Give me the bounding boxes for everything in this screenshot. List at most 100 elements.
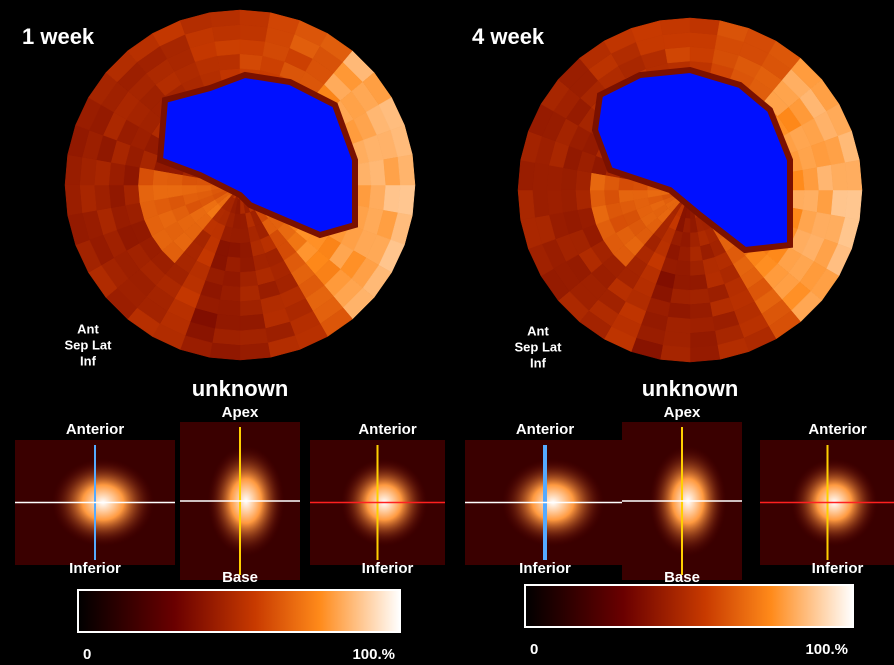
polar-segment [210,343,240,360]
slice-label: Apex [664,404,701,421]
polar-segment [153,185,169,200]
polar-segment [690,345,720,362]
polar-segment [109,185,125,208]
colorbar-max: 100.% [352,646,395,663]
polar-segment [240,271,258,287]
polar-segment [398,185,415,215]
colorbar [78,590,400,632]
orientation-label: Sep Lat [65,337,113,352]
polar-segment [604,190,619,205]
polar-segment [215,314,240,331]
slice-label: Inferior [362,560,414,577]
slice-label: Anterior [358,421,417,438]
polar-segment [212,329,240,346]
orientation-label: Ant [77,321,99,336]
polar-segment [668,303,690,319]
polar-segment [80,185,97,213]
polar-segment [618,190,633,202]
colorbar-min: 0 [83,646,91,663]
polar-segment [167,185,182,198]
polar-segment [123,165,139,185]
polar-segment [690,317,715,333]
polar-segment [240,257,255,273]
polar-segment [240,300,263,316]
polar-segment [217,300,240,316]
polar-segment [123,185,139,205]
polar-segment [690,303,712,319]
slice-label: Anterior [516,421,575,438]
polar-segment [369,160,386,185]
slice-label: Base [664,569,700,586]
polar-segment [94,160,111,185]
polar-segment [690,32,717,49]
page: 1 weekAntSep LatInfunknownAnteriorInferi… [0,0,894,665]
polar-segment [210,10,240,27]
polar-segment [217,54,240,70]
polar-segment [690,246,702,261]
polar-segment [215,39,240,56]
polar-segment [817,190,833,215]
slice-label: Inferior [812,560,864,577]
polar-segment [384,157,401,185]
polar-segment [109,162,125,185]
polar-segment [240,54,263,70]
polar-segment [138,167,154,185]
caption: unknown [192,376,289,401]
polar-segment [575,190,591,210]
polar-segment [831,190,848,217]
polar-segment [803,168,819,190]
polar-segment [673,275,690,291]
polar-segment [690,18,720,35]
screen: 1 weekAntSep LatInfunknownAnteriorInferi… [0,0,894,665]
polar-segment [561,168,577,190]
polar-segment [831,163,848,190]
polar-segment [817,165,833,190]
polar-segment [369,185,386,210]
polar-segment [220,286,240,302]
polar-segment [384,185,401,213]
polar-segment [665,47,690,63]
polar-segment [665,317,690,333]
orientation-label: Sep Lat [515,339,563,354]
polar-segment [690,331,717,348]
polar-segment [590,173,606,190]
slice-label: Apex [222,404,259,421]
polar-segment [240,242,253,257]
slice-label: Inferior [519,560,571,577]
polar-segment [518,190,535,220]
polar-segment [518,160,535,190]
polar-segment [532,190,549,217]
polar-segment [240,39,265,56]
polar-segment [240,314,265,331]
polar-segment [845,160,862,190]
slice-label: Anterior [808,421,867,438]
polar-segment [660,18,690,35]
polar-segment [398,155,415,185]
polar-segment [138,185,154,203]
panel-title: 4 week [472,24,545,49]
polar-segment [240,25,268,42]
polar-segment [690,47,715,63]
polar-segment [212,25,240,42]
polar-segment [547,165,563,190]
polar-segment [690,275,707,291]
polar-segment [80,157,97,185]
polar-segment [240,329,268,346]
polar-segment [532,163,549,190]
polar-segment [65,185,82,215]
orientation-label: Inf [530,355,547,370]
caption: unknown [642,376,739,401]
orientation-label: Inf [80,353,97,368]
polar-segment [65,155,82,185]
polar-segment [222,271,240,287]
polar-segment [803,190,819,212]
polar-segment [845,190,862,220]
polar-segment [240,286,260,302]
polar-segment [547,190,563,215]
slice-label: Anterior [66,421,125,438]
polar-segment [690,261,705,276]
polar-segment [94,185,111,210]
polar-segment [575,170,591,190]
polar-segment [690,289,710,305]
colorbar-max: 100.% [805,641,848,658]
